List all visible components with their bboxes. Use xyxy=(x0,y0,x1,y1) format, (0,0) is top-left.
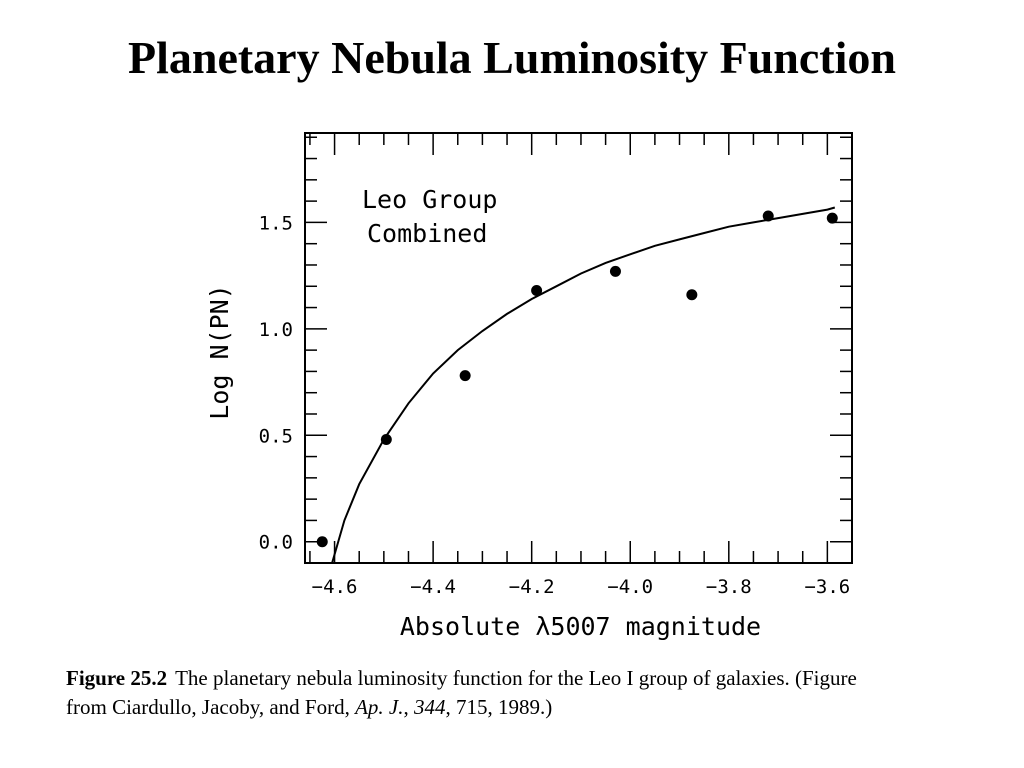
caption-sep: , xyxy=(403,695,414,719)
figure-label: Figure 25.2 xyxy=(66,666,168,690)
x-tick-label: −4.0 xyxy=(607,576,653,598)
x-tick-label: −3.6 xyxy=(804,576,850,598)
caption-volume: 344 xyxy=(414,695,446,719)
caption-text-end: , 715, 1989.) xyxy=(445,695,553,719)
plot-frame xyxy=(304,132,853,564)
y-tick-label: 1.0 xyxy=(259,319,293,341)
slide-title: Planetary Nebula Luminosity Function xyxy=(127,32,896,83)
figure-caption: Figure 25.2 The planetary nebula luminosi… xyxy=(66,664,896,722)
annotation-line-1: Leo Group xyxy=(362,185,497,214)
caption-text: The planetary nebula luminosity function… xyxy=(66,666,857,719)
x-tick-label: −4.2 xyxy=(509,576,555,598)
y-tick-label: 0.0 xyxy=(259,532,293,554)
data-point xyxy=(826,212,838,224)
x-tick-labels: −4.6 −4.4 −4.2 −4.0 −3.8 −3.6 xyxy=(312,576,851,598)
data-point xyxy=(531,285,543,297)
y-axis-title: Log N(PN) xyxy=(205,284,234,419)
x-tick-label: −3.8 xyxy=(706,576,752,598)
y-tick-labels: 0.0 0.5 1.0 1.5 xyxy=(259,212,293,553)
annotation-line-2: Combined xyxy=(367,219,487,248)
data-point xyxy=(762,210,774,222)
data-points xyxy=(316,210,838,548)
x-tick-label: −4.4 xyxy=(410,576,456,598)
data-point xyxy=(316,536,328,548)
data-point xyxy=(380,434,392,446)
x-axis-title: Absolute λ5007 magnitude xyxy=(400,612,761,641)
minor-ticks xyxy=(305,133,853,564)
data-point xyxy=(686,289,698,301)
y-tick-label: 0.5 xyxy=(259,425,293,447)
caption-journal: Ap. J. xyxy=(355,695,404,719)
x-tick-label: −4.6 xyxy=(312,576,358,598)
fit-curve xyxy=(331,206,836,564)
data-point xyxy=(459,370,471,382)
data-point xyxy=(609,265,621,277)
y-tick-label: 1.5 xyxy=(259,212,293,234)
